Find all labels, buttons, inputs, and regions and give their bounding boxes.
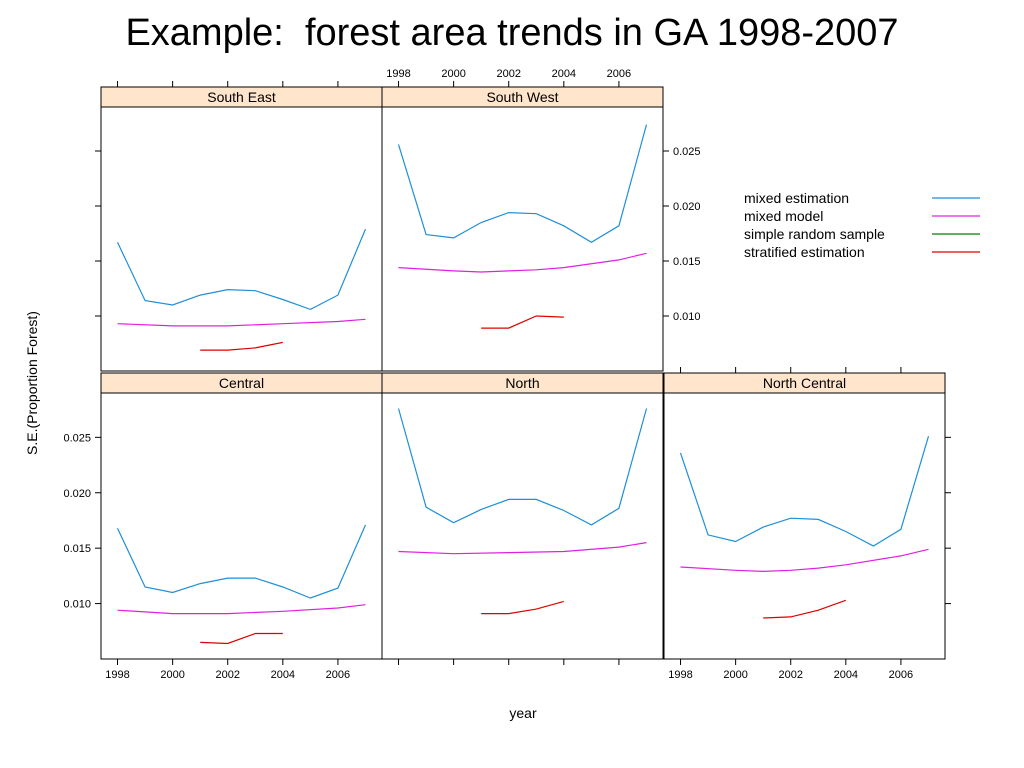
series-line-mixed-estimation	[116, 228, 367, 311]
y-tick-label: 0.025	[673, 146, 701, 158]
legend-label: mixed estimation	[744, 190, 849, 206]
panel-frame	[381, 106, 664, 372]
panel-frame	[100, 106, 383, 372]
panel-strip-label: Central	[219, 375, 264, 391]
series-line-mixed-model	[398, 542, 647, 555]
page-title: Example: forest area trends in GA 1998-2…	[125, 12, 899, 54]
panel-frame	[100, 392, 383, 660]
series-line-mixed-model	[680, 548, 929, 573]
series-line-mixed-model	[117, 604, 366, 615]
series-line-stratified-estimation	[481, 315, 564, 329]
x-tick-label: 2004	[834, 669, 858, 681]
x-tick-label: 2004	[552, 68, 576, 80]
y-tick-label: 0.015	[63, 543, 91, 555]
series-line-mixed-model	[398, 252, 647, 273]
y-tick-label: 0.010	[673, 311, 701, 323]
series-line-stratified-estimation	[763, 599, 847, 619]
y-tick-label: 0.015	[673, 256, 701, 268]
legend-label: stratified estimation	[744, 244, 865, 260]
x-tick-label: 2000	[441, 68, 465, 80]
x-tick-label: 2002	[215, 669, 239, 681]
x-axis-title: year	[509, 705, 537, 721]
panel-strip-label: South East	[207, 89, 276, 105]
x-tick-label: 1998	[668, 669, 692, 681]
x-tick-label: 2006	[889, 669, 913, 681]
legend-label: simple random sample	[744, 226, 885, 242]
panel-strip	[381, 372, 664, 394]
x-tick-label: 2002	[778, 669, 802, 681]
series-line-stratified-estimation	[200, 341, 283, 351]
series-line-mixed-estimation	[397, 408, 648, 526]
x-tick-label: 2004	[271, 669, 295, 681]
y-axis-title: S.E.(Proportion Forest)	[24, 311, 40, 455]
x-tick-label: 1998	[105, 669, 129, 681]
panel-strip-label: South West	[486, 89, 558, 105]
series-line-mixed-estimation	[116, 524, 367, 599]
series-line-mixed-estimation	[679, 436, 930, 547]
series-line-mixed-estimation	[397, 124, 648, 243]
x-tick-label: 2006	[607, 68, 631, 80]
x-tick-label: 2000	[160, 669, 184, 681]
panel-frame	[663, 392, 946, 660]
panel-frame	[381, 392, 664, 660]
panel-strip	[381, 86, 664, 108]
y-tick-label: 0.010	[63, 599, 91, 611]
series-line-stratified-estimation	[481, 600, 564, 615]
series-line-stratified-estimation	[200, 632, 283, 645]
y-tick-label: 0.020	[673, 201, 701, 213]
y-tick-label: 0.020	[63, 488, 91, 500]
x-tick-label: 2006	[326, 669, 350, 681]
legend-label: mixed model	[744, 208, 823, 224]
panel-strip	[663, 372, 946, 394]
series-line-mixed-model	[117, 318, 366, 327]
y-tick-label: 0.025	[63, 432, 91, 444]
panel-strip-label: North	[505, 375, 539, 391]
panel-strip-label: North Central	[763, 375, 846, 391]
x-tick-label: 2002	[496, 68, 520, 80]
x-tick-label: 2000	[723, 669, 747, 681]
x-tick-label: 1998	[386, 68, 410, 80]
